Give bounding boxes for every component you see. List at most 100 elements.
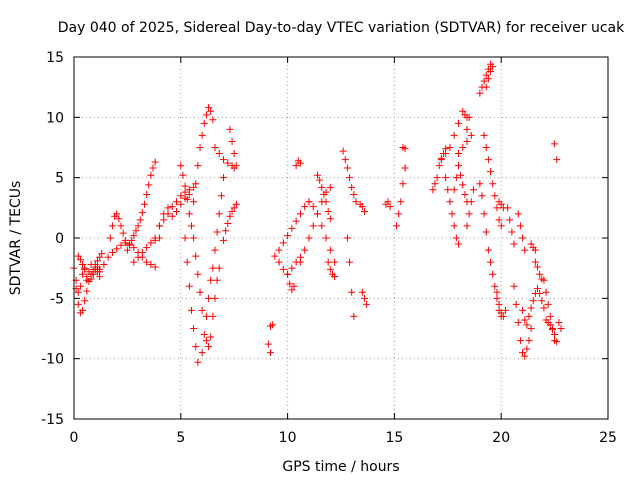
data-point	[224, 159, 232, 167]
plot-frame	[73, 56, 609, 420]
data-point	[151, 263, 159, 271]
data-point	[536, 290, 544, 298]
data-point	[264, 340, 272, 348]
data-point	[534, 285, 542, 293]
data-point	[147, 171, 155, 179]
data-point	[497, 222, 505, 230]
data-point	[318, 183, 326, 191]
series-arc-d7	[296, 183, 334, 266]
y-tick-label: 5	[55, 171, 64, 187]
data-point	[463, 125, 471, 133]
data-point	[202, 312, 210, 320]
data-point	[207, 276, 215, 284]
series-arc-d10	[324, 258, 339, 281]
data-point	[224, 220, 232, 228]
data-point	[326, 265, 334, 273]
data-point	[130, 244, 138, 252]
series-arc-b3	[123, 158, 159, 254]
series-arc-h4	[480, 131, 495, 176]
data-point	[442, 150, 450, 158]
data-point	[275, 246, 283, 254]
data-point	[516, 222, 524, 230]
data-point	[288, 264, 296, 272]
data-point	[132, 227, 140, 235]
series-arc-d2	[267, 321, 277, 330]
data-point	[480, 210, 488, 218]
data-point	[467, 131, 475, 139]
data-point	[314, 171, 322, 179]
data-point	[205, 343, 213, 351]
data-point	[104, 253, 112, 261]
data-point	[228, 137, 236, 145]
data-point	[324, 258, 332, 266]
data-point	[322, 198, 330, 206]
data-point	[164, 210, 172, 218]
data-point	[292, 217, 300, 225]
data-point	[190, 325, 198, 332]
series-arc-i2	[510, 282, 535, 360]
data-point	[480, 77, 488, 85]
data-point	[350, 191, 358, 199]
data-point	[469, 186, 477, 194]
data-point	[200, 119, 208, 127]
series-arc-i10	[555, 318, 565, 332]
series-arc-c2	[155, 191, 193, 230]
data-point	[117, 222, 125, 230]
data-point	[96, 253, 104, 261]
data-point	[198, 306, 206, 314]
data-point	[305, 198, 313, 206]
data-point	[173, 207, 181, 215]
data-point	[454, 150, 462, 158]
data-point	[284, 270, 292, 278]
series-arc-i5	[527, 240, 539, 254]
data-point	[183, 195, 191, 203]
data-point	[192, 252, 200, 260]
data-point	[181, 234, 189, 242]
data-point	[192, 343, 200, 351]
data-point	[183, 258, 191, 266]
data-point	[514, 318, 522, 326]
data-point	[346, 174, 354, 182]
data-point	[506, 216, 514, 224]
data-point	[546, 321, 554, 329]
data-point	[487, 258, 495, 266]
series-arc-h2	[482, 63, 497, 91]
data-point	[81, 297, 89, 305]
data-point	[200, 331, 208, 339]
data-point	[553, 338, 561, 346]
series-arc-i9	[551, 140, 561, 164]
data-point	[478, 192, 486, 200]
y-axis-label: SDTVAR / TECUs	[8, 181, 24, 296]
series-arc-e3	[356, 200, 368, 215]
series-arc-h7	[495, 198, 507, 212]
y-tick-label: 0	[55, 231, 64, 247]
data-point	[284, 232, 292, 240]
data-point	[279, 265, 287, 273]
series-arc-c3	[177, 162, 206, 314]
data-point	[551, 331, 559, 339]
data-point	[211, 294, 219, 302]
data-point	[76, 282, 84, 290]
data-point	[484, 246, 492, 254]
data-point	[457, 171, 465, 179]
data-point	[147, 239, 155, 247]
data-point	[79, 261, 87, 269]
data-point	[143, 244, 151, 252]
data-point	[343, 164, 351, 172]
data-point	[296, 258, 304, 266]
data-point	[74, 252, 82, 260]
data-point	[93, 257, 101, 265]
x-tick-labels: 0 5 10 15 20 25	[70, 430, 617, 446]
data-point	[341, 156, 349, 164]
data-point	[269, 321, 277, 329]
data-point	[130, 258, 138, 266]
data-point	[482, 228, 490, 236]
data-point	[220, 174, 228, 182]
data-point	[527, 240, 535, 248]
data-point	[279, 239, 287, 247]
series-arc-c6	[198, 174, 228, 357]
data-point	[190, 234, 198, 242]
series-arc-g5	[454, 131, 475, 158]
data-point	[343, 234, 351, 242]
